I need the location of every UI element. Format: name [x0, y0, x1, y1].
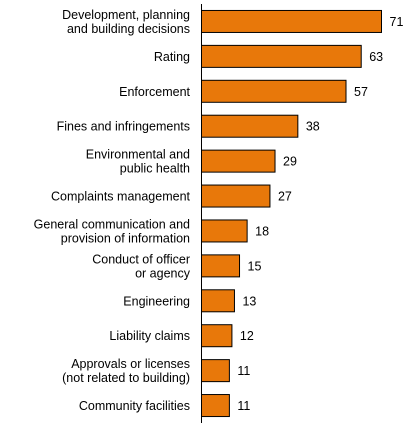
value-label-2: 57: [354, 85, 368, 99]
category-label-10: Approvals or licenses (not related to bui…: [62, 357, 190, 385]
category-label-9: Liability claims: [109, 329, 190, 343]
category-label-line: Conduct of officer: [92, 252, 190, 266]
category-label-2: Enforcement: [119, 85, 190, 99]
category-label-1: Rating: [154, 50, 190, 64]
category-label-6: General communication and provision of in…: [34, 217, 190, 245]
category-label-line: General communication and: [34, 217, 190, 231]
category-label-0: Development, planning and building decisi…: [62, 8, 190, 36]
bar-4: [201, 149, 276, 173]
category-label-5: Complaints management: [51, 190, 190, 204]
category-label-line: Approvals or licenses: [71, 357, 190, 371]
category-label-line: public health: [120, 162, 190, 176]
category-label-11: Community facilities: [79, 399, 190, 413]
value-label-6: 18: [255, 224, 269, 238]
bar-3: [201, 114, 299, 138]
value-label-0: 71: [390, 15, 404, 29]
bar-0: [201, 9, 382, 33]
bar-6: [201, 219, 248, 243]
value-label-3: 38: [306, 120, 320, 134]
category-label-line: Enforcement: [119, 85, 190, 99]
bar-7: [201, 254, 241, 278]
category-label-3: Fines and infringements: [57, 120, 190, 134]
value-label-7: 15: [248, 259, 262, 273]
value-label-1: 63: [369, 50, 383, 64]
category-label-line: Fines and infringements: [57, 120, 190, 134]
value-labels-group: 71 63 57 38 29 27 18 15 13 12 11 11: [237, 15, 403, 413]
value-label-11: 11: [237, 399, 250, 413]
value-label-8: 13: [242, 294, 256, 308]
bar-9: [201, 324, 233, 348]
category-label-line: and building decisions: [67, 22, 190, 36]
category-label-line: or agency: [135, 266, 191, 280]
category-label-line: Engineering: [123, 294, 190, 308]
bar-5: [201, 184, 271, 208]
category-label-line: (not related to building): [62, 371, 190, 385]
bar-11: [201, 394, 230, 418]
category-label-7: Conduct of officer or agency: [92, 252, 190, 280]
value-label-9: 12: [240, 329, 254, 343]
category-labels-group: Development, planning and building decisi…: [34, 8, 191, 413]
bars-group: [201, 9, 382, 418]
category-label-line: Liability claims: [109, 329, 190, 343]
category-label-4: Environmental and public health: [86, 148, 190, 176]
category-label-8: Engineering: [123, 294, 190, 308]
bar-2: [201, 79, 347, 103]
bar-8: [201, 289, 235, 313]
category-label-line: Environmental and: [86, 148, 190, 162]
category-label-line: Community facilities: [79, 399, 190, 413]
value-label-5: 27: [278, 190, 292, 204]
category-label-line: Rating: [154, 50, 190, 64]
category-label-line: Complaints management: [51, 190, 190, 204]
bar-1: [201, 44, 362, 68]
value-label-10: 11: [237, 364, 250, 378]
category-label-line: Development, planning: [62, 8, 190, 22]
value-label-4: 29: [283, 155, 297, 169]
bar-10: [201, 359, 230, 383]
category-label-line: provision of information: [61, 231, 190, 245]
